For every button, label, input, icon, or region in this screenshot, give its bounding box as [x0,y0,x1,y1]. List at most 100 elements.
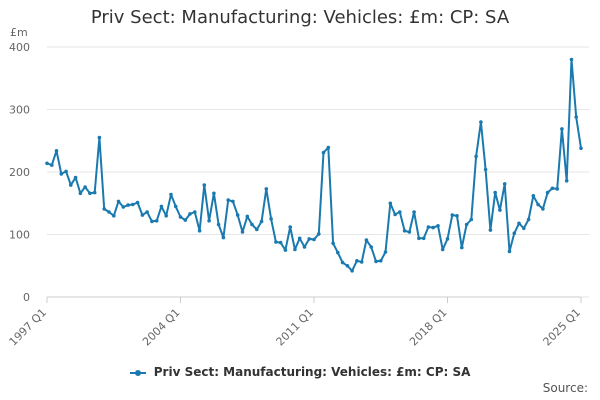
data-point [202,183,207,187]
y-tick-label: 200 [9,166,30,179]
data-point [455,214,459,218]
data-point [226,198,230,202]
data-point [426,225,431,229]
data-point [564,179,569,183]
data-point [493,190,498,195]
legend-line-marker-icon [129,369,146,377]
data-point [507,249,512,254]
data-point [245,214,250,219]
data-point [269,217,273,221]
legend[interactable]: Priv Sect: Manufacturing: Vehicles: £m: … [0,365,600,379]
data-point [483,167,488,172]
data-point [131,202,135,207]
data-point [398,210,402,214]
data-point [474,154,478,159]
data-point [73,175,78,180]
data-point [197,229,202,233]
data-point [221,235,226,240]
data-point [183,218,188,222]
data-point [440,247,445,252]
data-point [107,210,111,214]
data-point [54,149,59,153]
data-point [302,245,307,249]
data-point [531,194,536,198]
data-point [383,250,388,254]
data-point [393,212,397,217]
data-point [216,222,221,227]
data-point [92,190,97,195]
data-point [526,217,531,222]
x-tick-label: 2004 Q1 [140,306,183,349]
data-point [369,245,374,249]
data-point [417,236,421,241]
y-tick-label: 400 [9,41,30,54]
data-point [78,191,83,196]
data-point [545,190,550,195]
data-point [445,237,450,241]
data-point [240,230,245,234]
data-point [278,240,283,245]
data-point [274,240,278,244]
data-point [97,135,102,140]
data-point [522,226,526,231]
gridlines [47,46,589,298]
legend-label: Priv Sect: Manufacturing: Vehicles: £m: … [153,365,471,379]
data-point [412,210,416,214]
data-point [45,161,49,166]
source-label: Source: [542,381,588,395]
data-point [379,259,383,263]
data-point [421,236,426,241]
data-point [469,217,474,222]
data-point [193,210,197,214]
data-point [312,237,316,242]
data-point [555,187,559,191]
data-point [307,237,312,241]
data-point [297,236,302,241]
data-point [154,219,159,223]
data-point [431,225,436,230]
data-point [150,219,154,224]
data-point [359,260,364,264]
data-point [402,229,407,233]
data-point [293,247,297,252]
y-tick-label: 0 [23,291,30,304]
data-point [374,259,378,264]
data-point [479,120,483,124]
data-point [574,115,578,119]
series-layer [45,57,583,273]
data-point [83,185,87,189]
data-point [231,199,235,204]
data-point [145,210,149,214]
x-tick-label: 2025 Q1 [541,306,584,349]
data-point [207,219,211,223]
data-point [259,219,264,224]
data-point [88,191,92,196]
x-tick-label: 2011 Q1 [274,306,317,349]
data-point [126,203,130,207]
data-point [159,204,164,209]
y-tick-label: 100 [9,229,30,242]
data-point [502,182,507,186]
data-point [164,214,168,218]
data-point [407,230,412,234]
data-point [169,192,173,197]
data-point [579,146,583,151]
data-point [345,264,350,268]
data-point [498,208,502,212]
data-point [50,163,54,167]
data-point [331,241,335,246]
data-point [460,245,464,250]
data-point [140,213,145,217]
data-point [317,232,321,236]
data-point [212,191,216,196]
data-point [355,259,359,263]
data-point [536,202,540,207]
data-point [488,228,493,232]
data-point [64,169,68,174]
data-point [173,204,178,209]
data-point [436,224,440,228]
data-point [336,250,340,255]
data-point [517,221,521,226]
